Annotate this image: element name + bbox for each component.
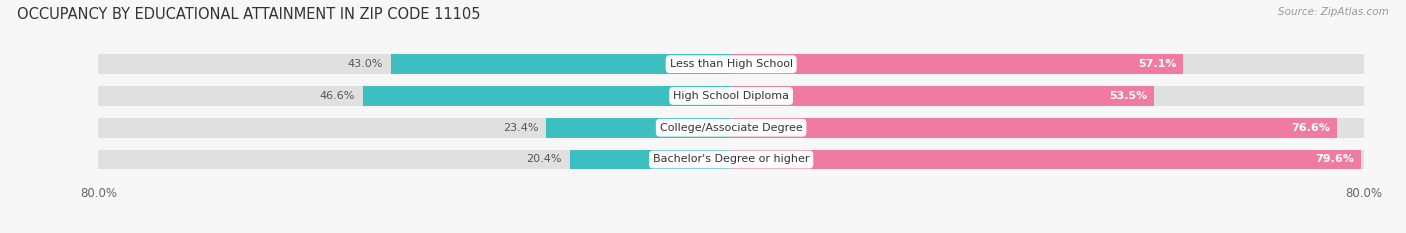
Text: Bachelor's Degree or higher: Bachelor's Degree or higher — [652, 154, 810, 164]
Bar — [391, 54, 731, 74]
Bar — [98, 54, 731, 74]
Text: High School Diploma: High School Diploma — [673, 91, 789, 101]
Bar — [731, 54, 1364, 74]
Legend: Owner-occupied, Renter-occupied: Owner-occupied, Renter-occupied — [612, 230, 851, 233]
Bar — [731, 54, 1182, 74]
Bar — [731, 86, 1364, 106]
Text: 57.1%: 57.1% — [1137, 59, 1177, 69]
Text: 23.4%: 23.4% — [503, 123, 538, 133]
Text: 43.0%: 43.0% — [347, 59, 382, 69]
Bar — [731, 150, 1364, 169]
Bar — [98, 118, 731, 137]
Bar — [731, 118, 1364, 137]
Bar — [98, 150, 731, 169]
Text: College/Associate Degree: College/Associate Degree — [659, 123, 803, 133]
Bar — [546, 118, 731, 137]
Bar — [731, 118, 1337, 137]
Text: Source: ZipAtlas.com: Source: ZipAtlas.com — [1278, 7, 1389, 17]
Bar — [363, 86, 731, 106]
Text: 76.6%: 76.6% — [1292, 123, 1330, 133]
Text: 20.4%: 20.4% — [526, 154, 562, 164]
Text: Less than High School: Less than High School — [669, 59, 793, 69]
Text: 79.6%: 79.6% — [1316, 154, 1354, 164]
Bar — [731, 150, 1361, 169]
Bar — [569, 150, 731, 169]
Bar — [731, 86, 1154, 106]
Text: OCCUPANCY BY EDUCATIONAL ATTAINMENT IN ZIP CODE 11105: OCCUPANCY BY EDUCATIONAL ATTAINMENT IN Z… — [17, 7, 481, 22]
Text: 46.6%: 46.6% — [319, 91, 354, 101]
Bar — [98, 86, 731, 106]
Text: 53.5%: 53.5% — [1109, 91, 1147, 101]
